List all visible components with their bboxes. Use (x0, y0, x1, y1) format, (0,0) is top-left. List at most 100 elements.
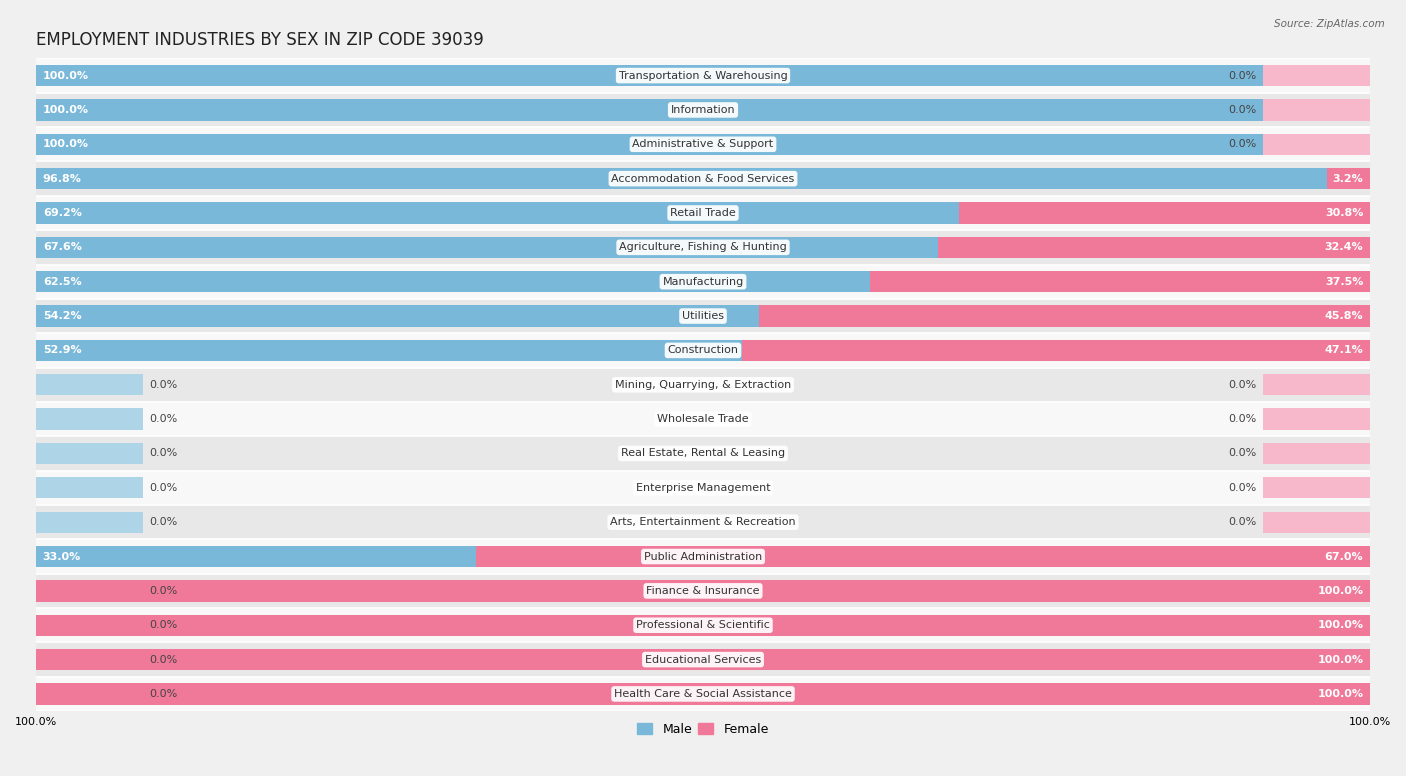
Bar (37, 580, 143, 601)
Bar (37, 161, 1369, 196)
Text: Information: Information (671, 105, 735, 115)
Bar (37, 546, 477, 567)
Bar (37, 684, 1369, 705)
Bar (37, 505, 1369, 539)
Bar (37, 374, 143, 396)
Text: Agriculture, Fishing & Hunting: Agriculture, Fishing & Hunting (619, 242, 787, 252)
Text: 30.8%: 30.8% (1324, 208, 1364, 218)
Text: Utilities: Utilities (682, 311, 724, 321)
Text: 67.0%: 67.0% (1324, 552, 1364, 562)
Text: 0.0%: 0.0% (149, 483, 177, 493)
Bar (37, 470, 1369, 505)
Text: 52.9%: 52.9% (42, 345, 82, 355)
Text: 0.0%: 0.0% (149, 689, 177, 699)
Text: 0.0%: 0.0% (1229, 379, 1257, 390)
Text: Enterprise Management: Enterprise Management (636, 483, 770, 493)
Bar (37, 608, 1369, 643)
Bar (1263, 99, 1369, 120)
Text: 0.0%: 0.0% (149, 414, 177, 424)
Bar (37, 230, 1369, 265)
Bar (37, 133, 1369, 155)
Bar (959, 203, 1369, 223)
Bar (37, 643, 1369, 677)
Text: 100.0%: 100.0% (42, 105, 89, 115)
Text: Mining, Quarrying, & Extraction: Mining, Quarrying, & Extraction (614, 379, 792, 390)
Text: 0.0%: 0.0% (1229, 483, 1257, 493)
Text: 100.0%: 100.0% (42, 139, 89, 149)
Text: 62.5%: 62.5% (42, 277, 82, 286)
Bar (37, 436, 1369, 470)
Bar (1327, 168, 1369, 189)
Bar (37, 65, 1369, 86)
Text: 0.0%: 0.0% (1229, 71, 1257, 81)
Text: 0.0%: 0.0% (149, 379, 177, 390)
Bar (37, 333, 1369, 368)
Text: 69.2%: 69.2% (42, 208, 82, 218)
Text: Wholesale Trade: Wholesale Trade (657, 414, 749, 424)
Bar (37, 580, 1369, 601)
Bar (1263, 133, 1369, 155)
Text: Finance & Insurance: Finance & Insurance (647, 586, 759, 596)
Bar (37, 93, 1369, 127)
Text: 3.2%: 3.2% (1333, 174, 1364, 184)
Bar (37, 402, 1369, 436)
Bar (37, 615, 143, 636)
Text: 0.0%: 0.0% (149, 655, 177, 664)
Text: 0.0%: 0.0% (1229, 105, 1257, 115)
Text: Arts, Entertainment & Recreation: Arts, Entertainment & Recreation (610, 517, 796, 527)
Text: 37.5%: 37.5% (1324, 277, 1364, 286)
Text: 45.8%: 45.8% (1324, 311, 1364, 321)
Bar (37, 265, 1369, 299)
Text: Transportation & Warehousing: Transportation & Warehousing (619, 71, 787, 81)
Bar (1263, 443, 1369, 464)
Bar (37, 539, 1369, 573)
Text: 0.0%: 0.0% (1229, 414, 1257, 424)
Text: 96.8%: 96.8% (42, 174, 82, 184)
Bar (37, 99, 1369, 120)
Text: Professional & Scientific: Professional & Scientific (636, 620, 770, 630)
Bar (37, 511, 143, 533)
Text: 0.0%: 0.0% (1229, 449, 1257, 459)
Bar (37, 684, 143, 705)
Bar (477, 546, 1369, 567)
Text: 0.0%: 0.0% (149, 517, 177, 527)
Bar (37, 196, 1369, 230)
Bar (37, 306, 759, 327)
Text: Retail Trade: Retail Trade (671, 208, 735, 218)
Text: Manufacturing: Manufacturing (662, 277, 744, 286)
Text: Educational Services: Educational Services (645, 655, 761, 664)
Bar (37, 237, 938, 258)
Text: 100.0%: 100.0% (1317, 689, 1364, 699)
Text: 33.0%: 33.0% (42, 552, 82, 562)
Bar (1263, 511, 1369, 533)
Text: 0.0%: 0.0% (149, 586, 177, 596)
Text: 0.0%: 0.0% (1229, 517, 1257, 527)
Bar (37, 677, 1369, 711)
Text: 67.6%: 67.6% (42, 242, 82, 252)
Bar (37, 443, 143, 464)
Bar (1263, 374, 1369, 396)
Text: 100.0%: 100.0% (42, 71, 89, 81)
Bar (37, 649, 1369, 670)
Bar (37, 340, 742, 361)
Text: Real Estate, Rental & Leasing: Real Estate, Rental & Leasing (621, 449, 785, 459)
Bar (37, 573, 1369, 608)
Text: 32.4%: 32.4% (1324, 242, 1364, 252)
Text: 0.0%: 0.0% (1229, 139, 1257, 149)
Legend: Male, Female: Male, Female (633, 718, 773, 741)
Bar (37, 299, 1369, 333)
Bar (742, 340, 1369, 361)
Text: 100.0%: 100.0% (1317, 620, 1364, 630)
Bar (938, 237, 1369, 258)
Bar (37, 408, 143, 430)
Text: 47.1%: 47.1% (1324, 345, 1364, 355)
Text: Public Administration: Public Administration (644, 552, 762, 562)
Text: 100.0%: 100.0% (1317, 655, 1364, 664)
Text: EMPLOYMENT INDUSTRIES BY SEX IN ZIP CODE 39039: EMPLOYMENT INDUSTRIES BY SEX IN ZIP CODE… (37, 30, 484, 49)
Text: Construction: Construction (668, 345, 738, 355)
Bar (37, 615, 1369, 636)
Bar (37, 271, 870, 293)
Text: Health Care & Social Assistance: Health Care & Social Assistance (614, 689, 792, 699)
Bar (37, 58, 1369, 93)
Bar (1263, 408, 1369, 430)
